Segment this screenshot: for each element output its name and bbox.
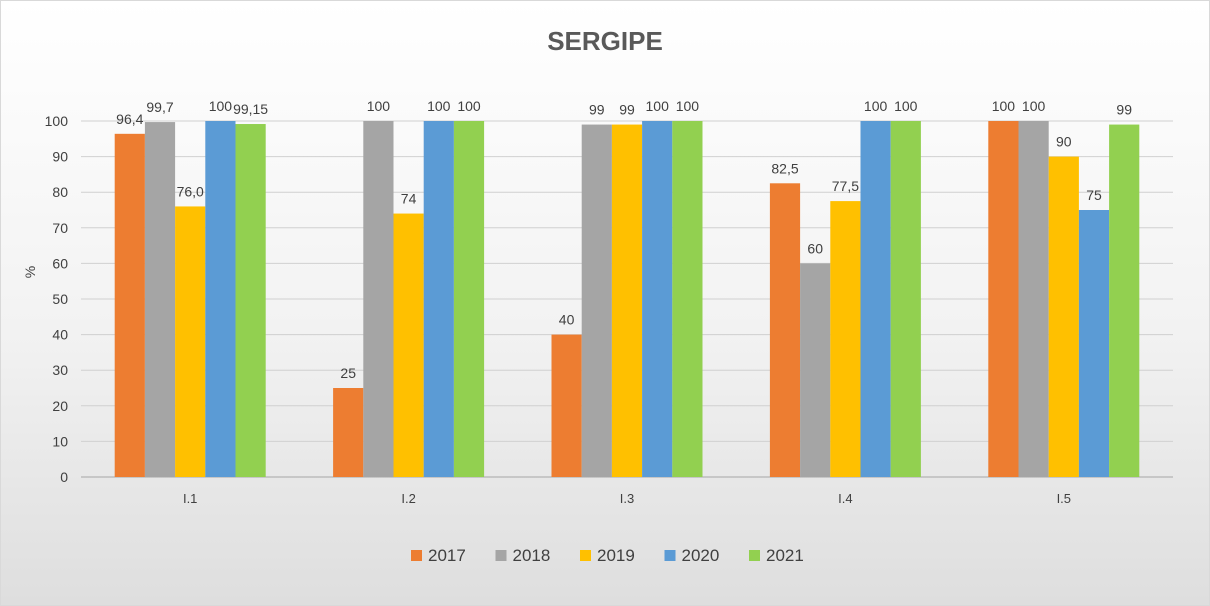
bar-2020-I.5 <box>1078 210 1110 477</box>
bar-2019-I.3 <box>611 124 643 477</box>
x-category-label: I.3 <box>620 491 634 506</box>
legend-label: 2021 <box>766 546 804 565</box>
x-category-label: I.5 <box>1057 491 1071 506</box>
legend: 2017 2018 2019 2020 2021 <box>411 546 804 565</box>
data-label: 100 <box>992 98 1016 114</box>
data-label: 99 <box>1116 102 1132 118</box>
data-label: 77,5 <box>832 178 859 194</box>
bar-2017-I.3 <box>551 334 582 477</box>
y-tick-label: 0 <box>60 469 68 485</box>
chart-title: SERGIPE <box>547 26 663 56</box>
y-tick-label: 10 <box>52 433 68 449</box>
data-label: 90 <box>1056 134 1072 150</box>
data-label: 82,5 <box>771 160 798 176</box>
bar-2017-I.4 <box>769 183 801 478</box>
bar-2019-I.2 <box>393 213 424 477</box>
bar-2020-I.1 <box>205 121 236 477</box>
data-label: 96,4 <box>116 111 143 127</box>
data-label: 100 <box>1022 98 1046 114</box>
data-label: 100 <box>894 98 918 114</box>
data-label: 100 <box>457 98 481 114</box>
legend-swatch-2018 <box>495 550 507 561</box>
data-label: 99 <box>589 102 605 118</box>
y-tick-label: 20 <box>52 398 68 414</box>
bar-2020-I.4 <box>860 121 891 477</box>
bar-2018-I.5 <box>1018 121 1049 477</box>
bar-2021-I.3 <box>672 121 703 477</box>
bar-2019-I.5 <box>1048 156 1079 477</box>
data-label: 74 <box>401 191 417 207</box>
x-category-label: I.4 <box>838 491 852 506</box>
y-tick-label: 40 <box>52 327 68 343</box>
bar-2018-I.3 <box>581 124 612 477</box>
data-label: 76,0 <box>177 183 204 199</box>
legend-label: 2017 <box>428 546 466 565</box>
bar-2017-I.2 <box>333 388 364 477</box>
bar-2019-I.1 <box>175 206 206 477</box>
data-label: 100 <box>427 98 451 114</box>
y-axis-label: % <box>22 266 38 278</box>
legend-label: 2019 <box>597 546 635 565</box>
data-label: 25 <box>340 365 356 381</box>
bar-2018-I.2 <box>363 121 394 477</box>
bar-2021-I.1 <box>235 124 266 477</box>
bar-2018-I.1 <box>144 122 176 478</box>
data-label: 100 <box>864 98 888 114</box>
x-category-label: I.2 <box>401 491 415 506</box>
bar-2018-I.4 <box>800 263 831 477</box>
legend-label: 2018 <box>513 546 551 565</box>
bar-2017-I.1 <box>114 133 145 478</box>
bar-2020-I.3 <box>642 121 673 477</box>
data-label: 99,7 <box>146 99 173 115</box>
legend-swatch-2021 <box>749 550 760 561</box>
y-tick-label: 80 <box>52 184 68 200</box>
bar-2021-I.5 <box>1109 124 1140 477</box>
legend-swatch-2017 <box>411 550 422 561</box>
legend-label: 2020 <box>682 546 720 565</box>
data-label: 99 <box>619 102 635 118</box>
data-label: 100 <box>209 98 233 114</box>
y-tick-label: 50 <box>52 291 68 307</box>
bar-2019-I.4 <box>830 201 861 477</box>
y-tick-label: 90 <box>52 149 68 165</box>
bar-2021-I.2 <box>453 121 485 477</box>
bars <box>114 121 1140 478</box>
x-category-label: I.1 <box>183 491 197 506</box>
data-label: 75 <box>1086 187 1102 203</box>
data-label: 100 <box>367 98 391 114</box>
legend-swatch-2020 <box>664 550 676 561</box>
y-tick-label: 60 <box>52 255 68 271</box>
bar-2021-I.4 <box>890 121 921 477</box>
data-label: 99,15 <box>233 101 268 117</box>
data-label: 60 <box>807 240 823 256</box>
data-label: 100 <box>646 98 670 114</box>
y-axis-ticks: 0 10 20 30 40 50 60 70 80 90 100 <box>45 113 69 485</box>
data-label: 40 <box>559 312 575 328</box>
bar-2017-I.5 <box>988 121 1019 477</box>
data-label: 100 <box>676 98 700 114</box>
y-tick-label: 70 <box>52 220 68 236</box>
x-axis-categories: I.1 I.2 I.3 I.4 I.5 <box>183 491 1071 506</box>
y-tick-label: 100 <box>45 113 69 129</box>
legend-swatch-2019 <box>580 550 591 561</box>
bar-2020-I.2 <box>423 121 454 477</box>
y-tick-label: 30 <box>52 362 68 378</box>
